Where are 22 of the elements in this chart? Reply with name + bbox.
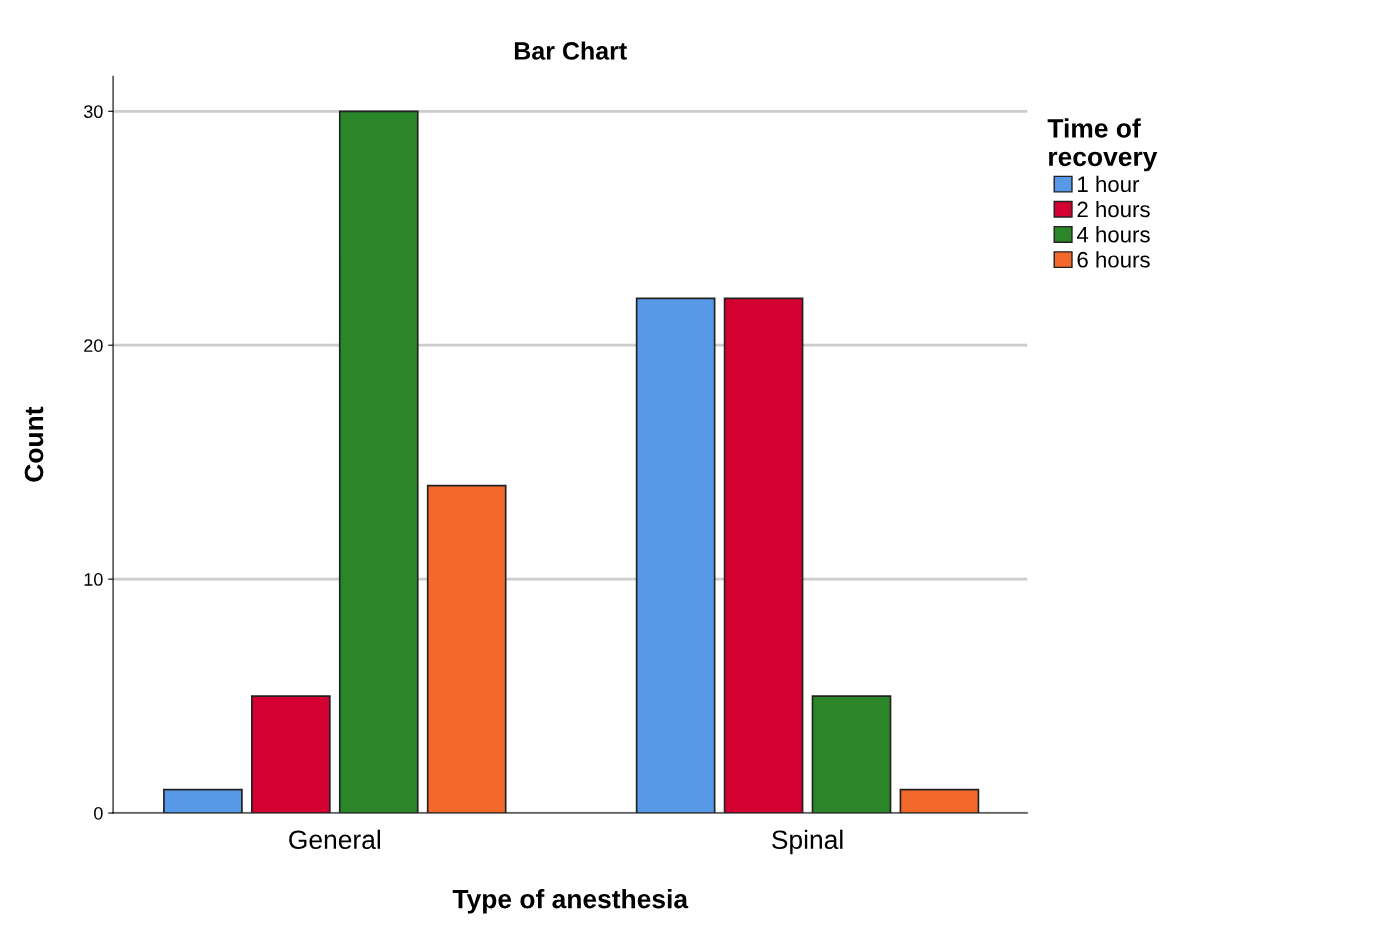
bar xyxy=(635,297,716,814)
x-axis-title: Type of anesthesia xyxy=(452,889,689,914)
bar xyxy=(338,110,419,814)
x-tick-label: General xyxy=(289,829,380,850)
x-tick-label: Spinal xyxy=(772,829,843,855)
y-axis-title: Count xyxy=(24,406,44,482)
bar xyxy=(250,695,331,814)
chart-title: Bar Chart xyxy=(514,41,627,60)
y-tick-label: 0 xyxy=(94,806,103,820)
y-tick-label: 20 xyxy=(84,339,103,352)
bar xyxy=(899,788,980,814)
legend-label: 2 hours xyxy=(1077,200,1150,218)
bar xyxy=(811,695,892,814)
y-tick-label: 30 xyxy=(83,105,103,119)
legend-label: 6 hours xyxy=(1077,251,1150,268)
legend-label: 1 hour xyxy=(1078,175,1140,193)
legend-label: 4 hours xyxy=(1076,226,1150,243)
legend-title: Time of recovery xyxy=(1047,118,1158,172)
bar xyxy=(426,484,507,814)
bar xyxy=(723,297,804,814)
y-tick-label: 10 xyxy=(84,573,103,586)
bar xyxy=(163,788,243,814)
